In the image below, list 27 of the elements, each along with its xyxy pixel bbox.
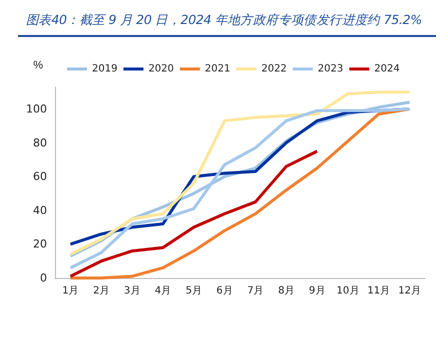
y-tick-label: 40 <box>33 204 47 217</box>
y-tick-label: 100 <box>26 102 47 116</box>
chart-title: 图表40：截至 9 月 20 日，2024 年地方政府专项债发行进度约 75.2% <box>18 6 436 37</box>
x-tick-label: 6月 <box>216 286 233 296</box>
legend-label: 2019 <box>92 64 118 74</box>
x-tick-label: 10月 <box>336 286 360 296</box>
line-series <box>68 150 319 278</box>
legend-label: 2022 <box>261 64 287 74</box>
y-tick-label: 60 <box>33 170 47 184</box>
legend-label: 2021 <box>204 64 230 74</box>
x-tick-label: 2月 <box>93 286 110 296</box>
y-tick-label: 20 <box>33 238 47 251</box>
x-tick-label: 3月 <box>124 286 140 296</box>
x-tick-label: 11月 <box>367 286 390 296</box>
x-tick-label: 7月 <box>247 286 264 296</box>
y-tick-label: 80 <box>33 136 47 150</box>
x-tick-label: 4月 <box>154 286 172 296</box>
legend-label: 2023 <box>318 64 344 74</box>
y-axis-title: % <box>33 60 44 72</box>
legend-label: 2024 <box>374 64 400 74</box>
x-tick-label: 1月 <box>62 286 79 296</box>
x-tick-label: 8月 <box>278 286 294 296</box>
x-tick-label: 9月 <box>308 286 326 296</box>
x-tick-label: 12月 <box>398 286 421 296</box>
y-tick-label: 0 <box>40 272 47 284</box>
x-tick-label: 5月 <box>186 286 202 296</box>
legend-label: 2020 <box>148 64 174 74</box>
